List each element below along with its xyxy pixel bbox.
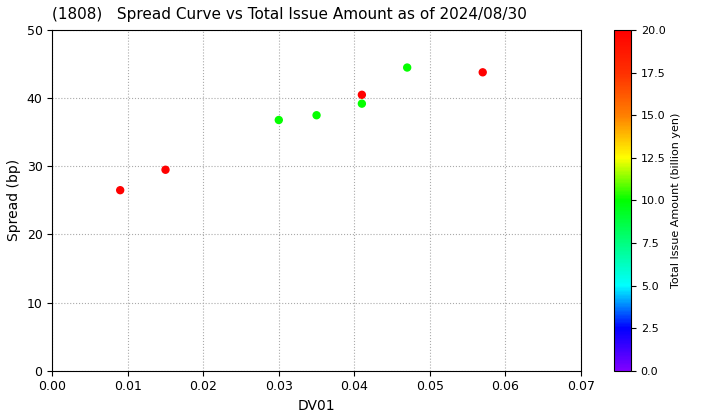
X-axis label: DV01: DV01	[298, 399, 336, 413]
Point	[356, 100, 368, 107]
Point	[160, 166, 171, 173]
Text: (1808)   Spread Curve vs Total Issue Amount as of 2024/08/30: (1808) Spread Curve vs Total Issue Amoun…	[53, 7, 527, 22]
Point	[477, 69, 488, 76]
Y-axis label: Total Issue Amount (billion yen): Total Issue Amount (billion yen)	[671, 113, 681, 288]
Point	[114, 187, 126, 194]
Point	[273, 117, 284, 123]
Y-axis label: Spread (bp): Spread (bp)	[7, 159, 21, 242]
Point	[402, 64, 413, 71]
Point	[356, 92, 368, 98]
Point	[311, 112, 323, 118]
